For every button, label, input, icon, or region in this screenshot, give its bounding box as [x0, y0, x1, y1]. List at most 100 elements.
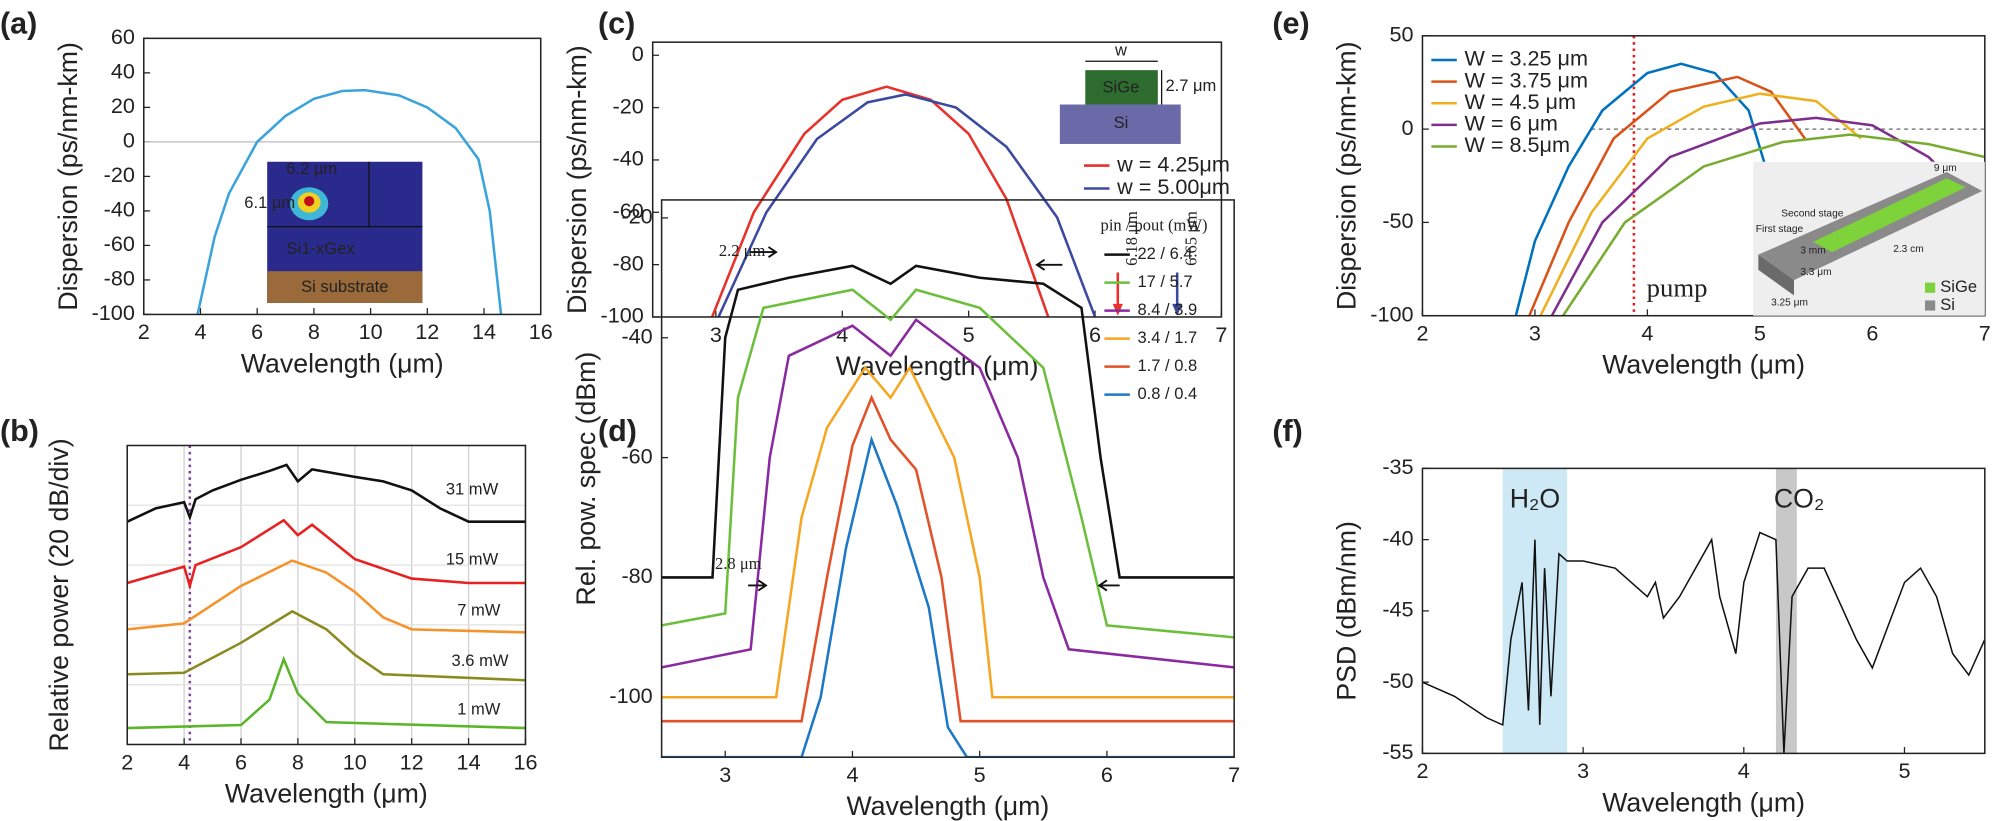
y-tick-label: -40: [104, 197, 135, 222]
legend-label: w = 4.25μm: [1116, 151, 1230, 176]
x-tick-label: 4: [1641, 321, 1653, 346]
inset-label: 2.3 cm: [1893, 244, 1923, 255]
x-axis-label: Wavelength (μm): [836, 351, 1039, 381]
inset-label: Si1-xGex: [287, 239, 356, 258]
inset-label: Second stage: [1781, 209, 1843, 220]
x-tick-label: 5: [974, 762, 986, 787]
x-tick-label: 2: [138, 319, 150, 344]
y-tick-label: 20: [111, 93, 135, 118]
arrow-label: 6.18 μm: [1122, 211, 1141, 266]
y-axis-label: Dispersion (ps/nm-km): [1332, 41, 1362, 310]
x-tick-label: 5: [963, 322, 975, 347]
y-axis-label: PSD (dBm/nm): [1332, 521, 1362, 701]
plot-frame: [651, 41, 1223, 318]
panel-label: (c): [598, 7, 635, 41]
y-tick-label: -100: [609, 683, 652, 708]
x-tick-label: 6: [1089, 322, 1101, 347]
arrow: [1097, 579, 1120, 592]
y-axis-label: Relative power (20 dB/div): [44, 438, 74, 751]
series-line: [127, 463, 526, 523]
x-tick-label: 4: [194, 319, 206, 344]
inset-label: 6.2 μm: [286, 159, 337, 178]
y-tick-label: -80: [104, 266, 135, 291]
series-line: [127, 609, 526, 682]
x-tick-label: 16: [529, 319, 553, 344]
plot-frame: [126, 444, 527, 746]
plot-frame: [143, 37, 542, 316]
annotation: 2.8 μm: [715, 554, 762, 573]
x-tick-label: 4: [846, 762, 858, 787]
x-axis-label: Wavelength (μm): [225, 778, 428, 808]
series-label: 15 mW: [446, 549, 499, 568]
x-tick-label: 6: [1866, 321, 1878, 346]
series-line: [196, 88, 503, 315]
legend-label: W = 6 μm: [1464, 111, 1557, 136]
series-line: [1550, 116, 1985, 316]
y-tick-label: 40: [111, 59, 135, 84]
x-tick-label: 7: [1215, 322, 1227, 347]
vertical-marker-label: pump: [1647, 272, 1708, 302]
series-line: [661, 435, 1235, 758]
inset-label: SiGe: [1940, 277, 1977, 296]
x-tick-label: 16: [513, 749, 537, 774]
x-axis-label: Wavelength (μm): [241, 348, 444, 378]
inset-label: Si: [1940, 295, 1955, 314]
inset-label: Si: [1114, 113, 1129, 132]
x-tick-label: 8: [292, 749, 304, 774]
panel-label: (e): [1272, 7, 1309, 41]
y-tick-label: -35: [1382, 454, 1413, 479]
x-tick-label: 6: [235, 749, 247, 774]
series-line: [127, 559, 526, 634]
x-tick-label: 14: [472, 319, 496, 344]
y-tick-label: -60: [613, 198, 644, 223]
x-tick-label: 10: [343, 749, 367, 774]
y-axis-label: Dispersion (ps/nm-km): [562, 45, 592, 314]
legend-title: pin / pout (mW): [1101, 215, 1208, 234]
x-tick-label: 12: [400, 749, 424, 774]
legend-label: W = 4.5 μm: [1464, 89, 1576, 114]
inset-label: 2.7 μm: [1165, 76, 1216, 95]
arrow: [1035, 258, 1063, 271]
x-tick-label: 10: [359, 319, 383, 344]
plot-frame: [1421, 467, 1986, 755]
inset-label: 6.1 μm: [244, 193, 295, 212]
x-axis-label: Wavelength (μm): [846, 791, 1049, 821]
series-line: [661, 288, 1235, 639]
panel-label: (b): [0, 414, 39, 448]
legend-label: 0.8 / 0.4: [1137, 384, 1197, 403]
panel-label: (d): [598, 414, 637, 448]
y-tick-label: -100: [92, 300, 135, 325]
series-line: [710, 85, 1050, 317]
x-tick-label: 3: [710, 322, 722, 347]
x-tick-label: 3: [719, 762, 731, 787]
x-tick-label: 5: [1898, 758, 1910, 783]
arrow-label: 6.65 μm: [1181, 211, 1200, 266]
y-tick-label: -60: [104, 231, 135, 256]
legend-label: 22 / 6.4: [1137, 244, 1192, 263]
y-tick-label: -60: [621, 443, 652, 468]
y-tick-label: -20: [613, 93, 644, 118]
legend-label: 8.4 / 3.9: [1137, 300, 1197, 319]
x-axis-label: Wavelength (μm): [1602, 787, 1805, 817]
y-tick-label: -20: [621, 204, 652, 229]
y-tick-label: 0: [1402, 115, 1414, 140]
plot-frame: [660, 199, 1235, 758]
series-label: 3.6 mW: [452, 651, 509, 670]
inset-label: 3.25 μm: [1771, 298, 1808, 309]
panel-label: (f): [1272, 414, 1303, 448]
key-si: [1925, 300, 1936, 311]
series-line: [1561, 133, 1985, 316]
y-tick-label: 0: [123, 128, 135, 153]
x-tick-label: 6: [251, 319, 263, 344]
y-axis-label: Dispersion (ps/nm-km): [53, 42, 83, 311]
y-tick-label: -50: [1382, 668, 1413, 693]
x-tick-label: 3: [1529, 321, 1541, 346]
y-tick-label: -45: [1382, 597, 1413, 622]
band-label: H₂O: [1510, 483, 1560, 513]
x-axis-label: Wavelength (μm): [1602, 350, 1805, 380]
x-tick-label: 4: [178, 749, 190, 774]
inset-sige: [1085, 70, 1158, 105]
x-tick-label: 7: [1228, 762, 1240, 787]
inset-label: 3 mm: [1800, 246, 1825, 257]
